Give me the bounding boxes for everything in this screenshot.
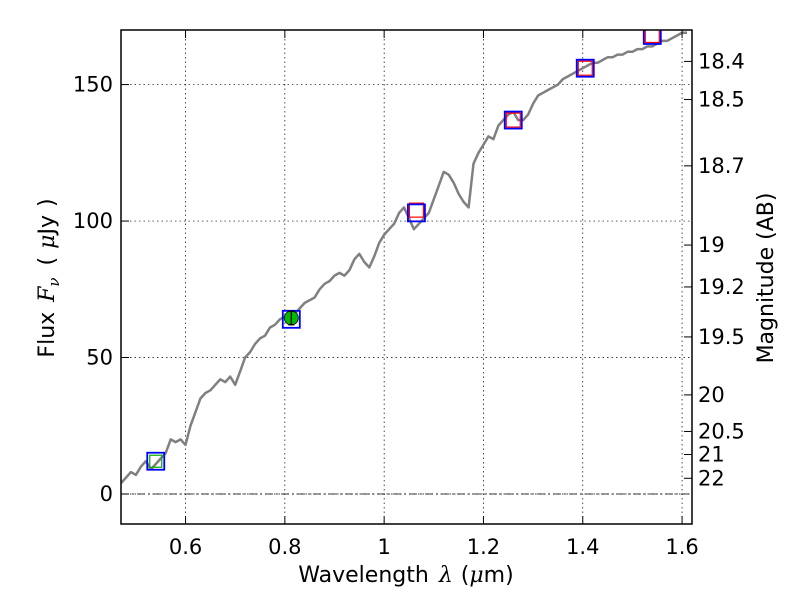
x-tick-label: 1 <box>377 535 390 559</box>
mag-tick-label: 19.2 <box>698 275 745 299</box>
green-model-box <box>149 454 163 468</box>
x-tick-label: 1.2 <box>467 535 500 559</box>
mag-tick-label: 21 <box>698 443 725 467</box>
y-axis-label-open: ( <box>35 257 60 266</box>
y-tick-label: 50 <box>86 346 113 370</box>
x-axis-label-mu: μ <box>469 563 483 588</box>
x-tick-label: 1.4 <box>566 535 599 559</box>
right-axis-label: Magnitude (AB) <box>754 193 779 364</box>
mag-tick-label: 19.5 <box>698 325 745 349</box>
x-axis-label-unit: m) <box>484 563 514 588</box>
x-tick-label: 1.6 <box>665 535 698 559</box>
blue-photometry-box <box>642 30 662 45</box>
x-tick-label: 0.8 <box>268 535 301 559</box>
x-tick-label: 0.6 <box>169 535 202 559</box>
y-axis-label-unit: Jy <box>35 215 60 237</box>
y-axis-label-sub: ν <box>45 277 63 286</box>
red-model-box <box>408 202 425 218</box>
x-axis-label-prefix: Wavelength <box>298 563 429 588</box>
x-axis-label-open: ( <box>461 563 470 588</box>
ticks: 0.6 0.8 1 1.2 1.4 1.6 0 50 100 150 18.4 18.5 18.7 19 1… <box>73 30 745 559</box>
y-tick-label: 0 <box>100 482 113 506</box>
y-axis-label-close: ) <box>35 198 60 207</box>
red-model-box <box>577 60 593 76</box>
y-tick-label: 100 <box>73 209 113 233</box>
mag-tick-label: 18.4 <box>698 49 745 73</box>
y-axis-label-prefix: Flux <box>35 312 60 358</box>
y-axis-label-symbol: F <box>35 286 60 303</box>
blue-photometry-box <box>407 203 426 223</box>
x-axis-label: Wavelength λ (μm) <box>298 563 513 588</box>
red-model-box <box>505 112 521 128</box>
blue-photometry-box <box>575 58 595 78</box>
grid <box>121 30 692 524</box>
mag-tick-label: 20 <box>698 383 725 407</box>
x-axis-label-symbol: λ <box>438 563 453 588</box>
blue-photometry-box <box>146 451 166 471</box>
plot-frame <box>120 29 693 525</box>
mag-tick-label: 22 <box>698 466 725 490</box>
mag-tick-label: 20.5 <box>698 419 745 443</box>
y-tick-label: 150 <box>73 73 113 97</box>
red-model-box <box>644 30 660 44</box>
mag-tick-label: 18.5 <box>698 87 745 111</box>
y-axis-label: Flux Fν ( μJy) <box>35 198 63 357</box>
marker-layer <box>146 30 662 471</box>
blue-photometry-box <box>503 110 523 130</box>
y-axis-label-mu: μ <box>35 235 60 249</box>
mag-tick-label: 19 <box>698 233 725 257</box>
mag-tick-label: 18.7 <box>698 154 745 178</box>
